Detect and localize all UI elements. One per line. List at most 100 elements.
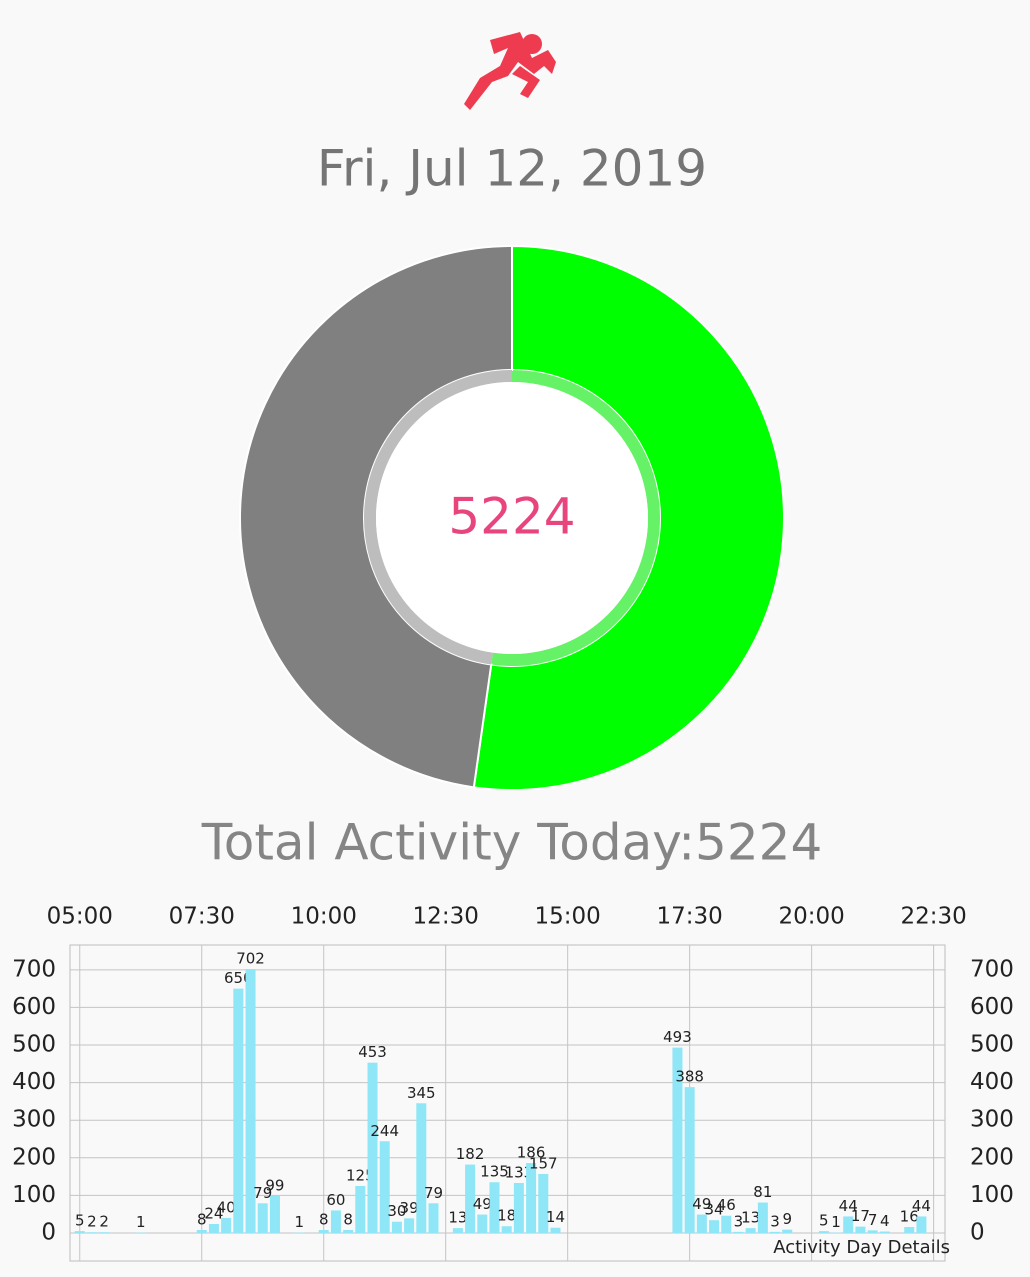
bar xyxy=(428,1203,439,1233)
value-label: 79 xyxy=(253,1184,272,1202)
value-label: 5 xyxy=(75,1212,85,1230)
value-label: 79 xyxy=(424,1184,443,1202)
donut-hole xyxy=(376,382,648,654)
bar xyxy=(367,1062,378,1233)
bar xyxy=(672,1047,683,1233)
bar xyxy=(221,1217,232,1233)
value-label: 30 xyxy=(387,1202,406,1220)
bar xyxy=(757,1202,768,1233)
bar xyxy=(526,1163,537,1233)
bar xyxy=(257,1203,268,1233)
bar-chart: 0 100 200 300 400 500 600 700 0 100 200 300 400 500 60… xyxy=(12,904,1014,1262)
y2-tick-label: 400 xyxy=(970,1069,1014,1095)
bar xyxy=(74,1231,85,1233)
value-label: 81 xyxy=(753,1183,772,1201)
y2-tick-label: 500 xyxy=(970,1032,1014,1058)
bar xyxy=(477,1214,488,1233)
value-label: 4 xyxy=(880,1212,890,1230)
y2-tick-label: 0 xyxy=(970,1220,985,1246)
value-label: 14 xyxy=(546,1208,565,1226)
bar xyxy=(818,1231,829,1233)
bar xyxy=(867,1230,878,1233)
bar xyxy=(245,969,256,1233)
donut-chart: 5224 xyxy=(239,244,785,791)
x-tick-label: 15:00 xyxy=(535,904,601,930)
y-tick-label: 400 xyxy=(12,1069,56,1095)
value-label: 49 xyxy=(473,1195,492,1213)
bar xyxy=(879,1231,890,1233)
value-label: 493 xyxy=(663,1028,692,1046)
y-tick-label: 100 xyxy=(12,1182,56,1208)
bar xyxy=(916,1216,927,1233)
x-tick-label: 20:00 xyxy=(778,904,844,930)
center-value: 5224 xyxy=(448,488,575,546)
value-label: 44 xyxy=(839,1197,858,1215)
y2-tick-label: 300 xyxy=(970,1107,1014,1133)
value-label: 8 xyxy=(197,1210,207,1228)
bar xyxy=(379,1141,390,1233)
value-label: 17 xyxy=(851,1207,870,1225)
bar xyxy=(196,1229,207,1233)
value-label: 46 xyxy=(717,1196,736,1214)
bar xyxy=(489,1182,500,1233)
value-label: 40 xyxy=(217,1198,236,1216)
y2-tick-label: 200 xyxy=(970,1144,1014,1170)
bar xyxy=(538,1173,549,1233)
value-label: 388 xyxy=(675,1068,704,1086)
value-label: 5 xyxy=(819,1212,829,1230)
value-label: 13 xyxy=(448,1209,467,1227)
bar xyxy=(855,1226,866,1233)
bar xyxy=(416,1103,427,1233)
bar xyxy=(770,1231,781,1233)
y2-tick-label: 100 xyxy=(970,1182,1014,1208)
value-label: 44 xyxy=(912,1197,931,1215)
value-label: 244 xyxy=(370,1122,399,1140)
bar xyxy=(550,1227,561,1233)
value-label: 650 xyxy=(224,969,253,987)
value-label: 49 xyxy=(692,1195,711,1213)
value-label: 1 xyxy=(831,1213,841,1231)
value-label: 60 xyxy=(326,1191,345,1209)
value-label: 157 xyxy=(529,1154,558,1172)
value-label: 3 xyxy=(770,1212,780,1230)
bar xyxy=(733,1231,744,1233)
bar xyxy=(208,1223,219,1233)
value-label: 1 xyxy=(136,1213,146,1231)
bar xyxy=(99,1232,110,1233)
value-label: 135 xyxy=(480,1163,509,1181)
value-label: 702 xyxy=(236,950,265,968)
y-tick-label: 500 xyxy=(12,1032,56,1058)
bar xyxy=(782,1229,793,1233)
bar xyxy=(709,1220,720,1233)
date: Fri, Jul 12, 2019 xyxy=(317,140,707,198)
value-label: 99 xyxy=(265,1176,284,1194)
total-activity: Total Activity Today:5224 xyxy=(201,814,823,872)
bar xyxy=(404,1218,415,1233)
bar xyxy=(843,1216,854,1233)
bar xyxy=(330,1210,341,1233)
x-tick-label: 17:30 xyxy=(657,904,723,930)
bar xyxy=(684,1087,695,1233)
y-tick-label: 200 xyxy=(12,1144,56,1170)
value-label: 24 xyxy=(204,1204,223,1222)
bar xyxy=(343,1229,354,1233)
y-tick-label: 300 xyxy=(12,1107,56,1133)
value-label: 453 xyxy=(358,1043,387,1061)
value-label: 18 xyxy=(497,1207,516,1225)
bar xyxy=(355,1186,366,1233)
bar xyxy=(318,1229,329,1233)
plot-frame xyxy=(69,944,946,1262)
value-label: 125 xyxy=(346,1167,375,1185)
y2-tick-label: 600 xyxy=(970,994,1014,1020)
value-label: 39 xyxy=(400,1199,419,1217)
x-tick-label: 07:30 xyxy=(169,904,235,930)
value-label: 3 xyxy=(734,1212,744,1230)
x-tick-label: 12:30 xyxy=(413,904,479,930)
bar xyxy=(465,1164,476,1233)
value-label: 9 xyxy=(782,1210,792,1228)
runner-icon xyxy=(464,32,556,110)
bar xyxy=(904,1226,915,1233)
bar xyxy=(501,1226,512,1233)
